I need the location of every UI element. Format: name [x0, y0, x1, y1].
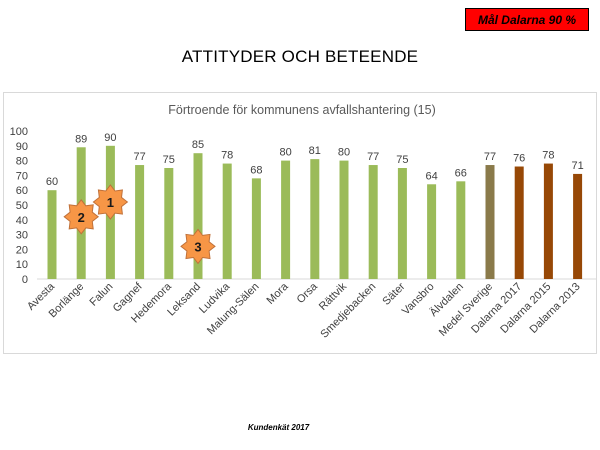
bar	[164, 168, 174, 279]
badge-number: 1	[107, 195, 114, 210]
data-label: 77	[484, 151, 496, 163]
bar	[573, 173, 583, 279]
data-label: 68	[250, 164, 262, 176]
bar	[427, 184, 437, 279]
footer-note: Kundenkät 2017	[247, 423, 310, 432]
bar	[193, 153, 203, 279]
data-label: 77	[133, 151, 145, 163]
data-label: 80	[338, 147, 350, 159]
bar	[456, 181, 466, 279]
goal-badge: Mål Dalarna 90 %	[465, 8, 589, 31]
bar	[47, 190, 57, 279]
badge-number: 2	[78, 210, 85, 225]
data-label: 80	[279, 147, 291, 159]
y-tick-label: 60	[16, 185, 28, 197]
y-tick-label: 10	[16, 259, 28, 271]
data-label: 76	[513, 153, 525, 165]
data-label: 81	[309, 145, 321, 157]
data-label: 85	[192, 139, 204, 151]
y-tick-label: 30	[16, 230, 28, 242]
bar	[543, 163, 553, 279]
data-label: 77	[367, 151, 379, 163]
data-label: 90	[104, 132, 116, 144]
slide-title: ATTITYDER OCH BETEENDE	[181, 47, 419, 66]
bar	[251, 178, 261, 279]
bar	[339, 160, 349, 279]
data-label: 66	[455, 167, 467, 179]
bar-chart: Förtroende för kommunens avfallshanterin…	[10, 103, 596, 341]
y-tick-label: 0	[22, 274, 28, 286]
x-tick-label: Orsa	[295, 280, 321, 306]
y-tick-label: 20	[16, 244, 28, 256]
x-tick-label: Säter	[380, 280, 407, 307]
annotation-badges: 1 2 3	[63, 184, 216, 265]
y-axis: 0 10 20 30 40 50 60 70 80 90 100	[10, 126, 28, 286]
chart-title: Förtroende för kommunens avfallshanterin…	[168, 103, 436, 117]
y-tick-label: 100	[10, 126, 28, 138]
data-label: 71	[571, 160, 583, 172]
bar	[310, 159, 320, 279]
bar	[485, 165, 495, 279]
goal-label: Mål Dalarna 90 %	[477, 12, 577, 27]
bar	[135, 165, 145, 279]
star-badge-icon	[180, 228, 216, 265]
bar	[281, 160, 291, 279]
data-label: 78	[542, 150, 554, 162]
bar	[397, 168, 407, 279]
data-labels: 60 89 90 77 75 85 78 68 80 81 80 77 75 64 66 77 76 78 71	[46, 132, 584, 188]
x-tick-label: Malung-Sälen	[205, 281, 261, 337]
bars	[47, 145, 583, 279]
bar	[368, 165, 378, 279]
y-tick-label: 80	[16, 156, 28, 168]
bar	[514, 166, 524, 279]
y-tick-label: 50	[16, 200, 28, 212]
data-label: 78	[221, 150, 233, 162]
data-label: 75	[163, 154, 175, 166]
y-tick-label: 70	[16, 170, 28, 182]
data-label: 75	[396, 154, 408, 166]
star-badge-icon	[63, 198, 100, 235]
x-tick-label: Mora	[265, 280, 292, 307]
y-tick-label: 40	[16, 215, 28, 227]
y-tick-label: 90	[16, 141, 28, 153]
data-label: 64	[425, 170, 437, 182]
data-label: 60	[46, 176, 58, 188]
bar	[222, 163, 232, 279]
data-label: 89	[75, 133, 87, 145]
star-badge-icon	[92, 184, 129, 220]
badge-number: 3	[194, 239, 201, 254]
chart-frame: Förtroende för kommunens avfallshanterin…	[3, 92, 597, 354]
